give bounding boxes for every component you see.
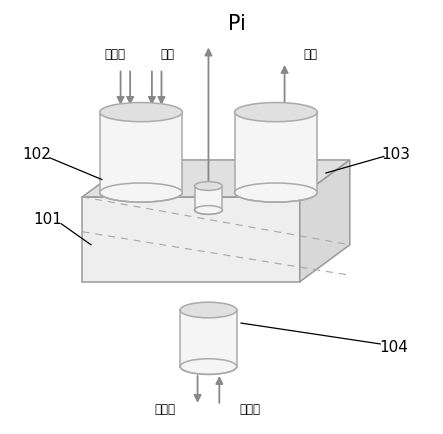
Ellipse shape xyxy=(100,103,183,122)
Text: 含尘气: 含尘气 xyxy=(239,402,260,415)
Ellipse shape xyxy=(180,359,237,375)
Polygon shape xyxy=(234,113,317,193)
Text: 抽气: 抽气 xyxy=(303,48,318,61)
Text: 102: 102 xyxy=(22,147,51,161)
Ellipse shape xyxy=(234,103,317,122)
Text: 101: 101 xyxy=(33,212,62,227)
Text: 活性炭: 活性炭 xyxy=(155,402,175,415)
Ellipse shape xyxy=(194,206,222,215)
Ellipse shape xyxy=(100,184,183,203)
Ellipse shape xyxy=(180,302,237,318)
Text: 103: 103 xyxy=(381,147,410,161)
Text: 活性炭: 活性炭 xyxy=(105,48,125,61)
Polygon shape xyxy=(180,310,237,367)
Text: Pi: Pi xyxy=(228,14,246,34)
Text: 104: 104 xyxy=(379,340,408,355)
Polygon shape xyxy=(82,161,350,197)
Polygon shape xyxy=(300,161,350,282)
Polygon shape xyxy=(100,113,183,193)
Ellipse shape xyxy=(234,184,317,203)
Ellipse shape xyxy=(194,182,222,191)
Text: 烟气: 烟气 xyxy=(160,48,174,61)
Polygon shape xyxy=(194,187,222,210)
Polygon shape xyxy=(82,197,300,282)
